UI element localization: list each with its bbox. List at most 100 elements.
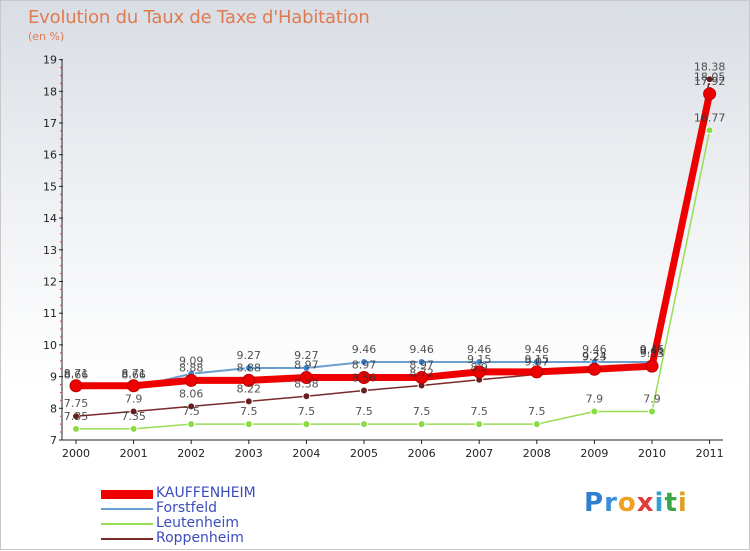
data-point-leutenheim bbox=[244, 420, 253, 429]
data-label-leutenheim: 7.35 bbox=[121, 410, 146, 423]
data-label-forstfeld: 9.46 bbox=[352, 343, 377, 356]
x-tick-label: 2011 bbox=[696, 447, 724, 460]
data-point-roppenheim bbox=[705, 75, 714, 84]
data-label-forstfeld: 9.27 bbox=[237, 349, 262, 362]
x-tick-label: 2003 bbox=[235, 447, 263, 460]
data-point-leutenheim bbox=[705, 126, 714, 135]
data-point-leutenheim bbox=[532, 420, 541, 429]
data-point-leutenheim bbox=[648, 407, 656, 416]
data-point-forstfeld bbox=[244, 364, 253, 373]
data-label-kauffenheim: 9.15 bbox=[525, 353, 550, 366]
legend-label: Leutenheim bbox=[156, 515, 240, 531]
chart-subtitle: (en %) bbox=[28, 30, 65, 43]
series-line-leutenheim bbox=[76, 130, 711, 430]
data-point-leutenheim bbox=[72, 424, 80, 433]
x-tick-label: 2000 bbox=[62, 447, 90, 460]
x-tick-label: 2005 bbox=[350, 447, 378, 460]
data-label-leutenheim: 7.9 bbox=[643, 392, 661, 405]
data-label-kauffenheim: 8.88 bbox=[237, 361, 262, 374]
data-label-kauffenheim: 8.88 bbox=[179, 361, 204, 374]
data-label-roppenheim: 7.75 bbox=[64, 397, 89, 410]
data-label-leutenheim: 7.5 bbox=[182, 405, 200, 418]
data-point-roppenheim bbox=[244, 397, 253, 406]
data-label-kauffenheim: 17.92 bbox=[694, 75, 726, 88]
data-label-forstfeld: 8.66 bbox=[121, 368, 146, 381]
x-tick-label: 2002 bbox=[177, 447, 205, 460]
data-label-forstfeld: 9.46 bbox=[525, 343, 550, 356]
data-label-roppenheim: 7.9 bbox=[125, 392, 143, 405]
x-tick-label: 2009 bbox=[580, 447, 608, 460]
data-point-kauffenheim bbox=[530, 365, 544, 379]
legend-label: Roppenheim bbox=[156, 530, 244, 546]
y-tick-label: 15 bbox=[43, 180, 57, 193]
data-label-forstfeld: 9.46 bbox=[409, 343, 434, 356]
series-line-kauffenheim bbox=[76, 93, 714, 390]
data-point-leutenheim bbox=[590, 407, 599, 416]
y-tick-label: 16 bbox=[43, 149, 57, 162]
data-label-kauffenheim: 9.33 bbox=[640, 347, 665, 360]
x-tick-label: 2007 bbox=[465, 447, 493, 460]
data-label-forstfeld: 9.27 bbox=[294, 349, 319, 362]
data-label-leutenheim: 7.5 bbox=[528, 405, 546, 418]
y-tick-label: 9 bbox=[50, 371, 57, 384]
y-tick-label: 8 bbox=[50, 402, 57, 415]
data-label-kauffenheim: 9.15 bbox=[467, 353, 492, 366]
data-point-kauffenheim bbox=[415, 371, 429, 385]
data-point-kauffenheim bbox=[299, 371, 313, 385]
data-label-leutenheim: 7.5 bbox=[470, 405, 488, 418]
y-tick-label: 10 bbox=[43, 339, 57, 352]
data-point-leutenheim bbox=[302, 420, 311, 429]
data-point-kauffenheim bbox=[703, 87, 717, 101]
data-point-leutenheim bbox=[360, 420, 368, 429]
legend-swatch bbox=[101, 490, 153, 499]
data-point-kauffenheim bbox=[242, 373, 256, 387]
data-label-leutenheim: 7.5 bbox=[413, 405, 431, 418]
data-label-forstfeld: 18.05 bbox=[694, 71, 726, 84]
data-label-forstfeld: 8.66 bbox=[64, 368, 89, 381]
legend-swatch bbox=[101, 523, 153, 525]
x-tick-label: 2006 bbox=[408, 447, 436, 460]
y-tick-label: 14 bbox=[43, 212, 57, 225]
data-point-roppenheim bbox=[72, 412, 80, 421]
y-tick-label: 19 bbox=[43, 54, 57, 67]
legend-swatch bbox=[101, 538, 153, 540]
data-label-kauffenheim: 8.71 bbox=[64, 367, 89, 380]
y-tick-label: 18 bbox=[43, 85, 57, 98]
x-tick-label: 2001 bbox=[120, 447, 148, 460]
data-label-kauffenheim: 8.97 bbox=[352, 359, 377, 372]
series-line-forstfeld bbox=[76, 89, 711, 389]
legend-label: Forstfeld bbox=[156, 500, 217, 516]
data-label-roppenheim: 8.22 bbox=[237, 382, 262, 395]
data-label-forstfeld: 9.46 bbox=[582, 343, 607, 356]
data-label-leutenheim: 7.5 bbox=[240, 405, 258, 418]
data-label-leutenheim: 7.5 bbox=[355, 405, 373, 418]
data-point-leutenheim bbox=[129, 424, 138, 433]
data-point-roppenheim bbox=[360, 386, 368, 395]
data-point-forstfeld bbox=[360, 358, 368, 367]
data-point-leutenheim bbox=[475, 420, 484, 429]
data-label-roppenheim: 8.9 bbox=[470, 361, 488, 374]
data-point-roppenheim bbox=[187, 402, 196, 411]
data-label-forstfeld: 9.46 bbox=[640, 343, 665, 356]
y-tick-label: 11 bbox=[43, 307, 57, 320]
chart-title: Evolution du Taux de Taxe d'Habitation bbox=[28, 7, 370, 28]
data-label-roppenheim: 8.56 bbox=[352, 372, 377, 385]
x-tick-label: 2004 bbox=[292, 447, 320, 460]
data-label-leutenheim: 7.9 bbox=[586, 392, 604, 405]
legend-label: KAUFFENHEIM bbox=[156, 485, 256, 501]
data-label-roppenheim: 8.72 bbox=[409, 366, 434, 379]
data-point-forstfeld bbox=[417, 358, 426, 367]
data-label-leutenheim: 16.77 bbox=[694, 111, 726, 124]
y-tick-label: 13 bbox=[43, 244, 57, 257]
data-label-kauffenheim: 9.23 bbox=[582, 350, 607, 363]
data-label-roppenheim: 9.24 bbox=[582, 350, 607, 363]
data-label-roppenheim: 8.38 bbox=[294, 377, 319, 390]
data-label-leutenheim: 7.35 bbox=[64, 410, 89, 423]
data-point-kauffenheim bbox=[645, 359, 659, 373]
data-label-forstfeld: 9.46 bbox=[467, 343, 492, 356]
data-label-kauffenheim: 8.97 bbox=[409, 359, 434, 372]
data-point-roppenheim bbox=[302, 392, 311, 401]
x-tick-label: 2010 bbox=[638, 447, 666, 460]
